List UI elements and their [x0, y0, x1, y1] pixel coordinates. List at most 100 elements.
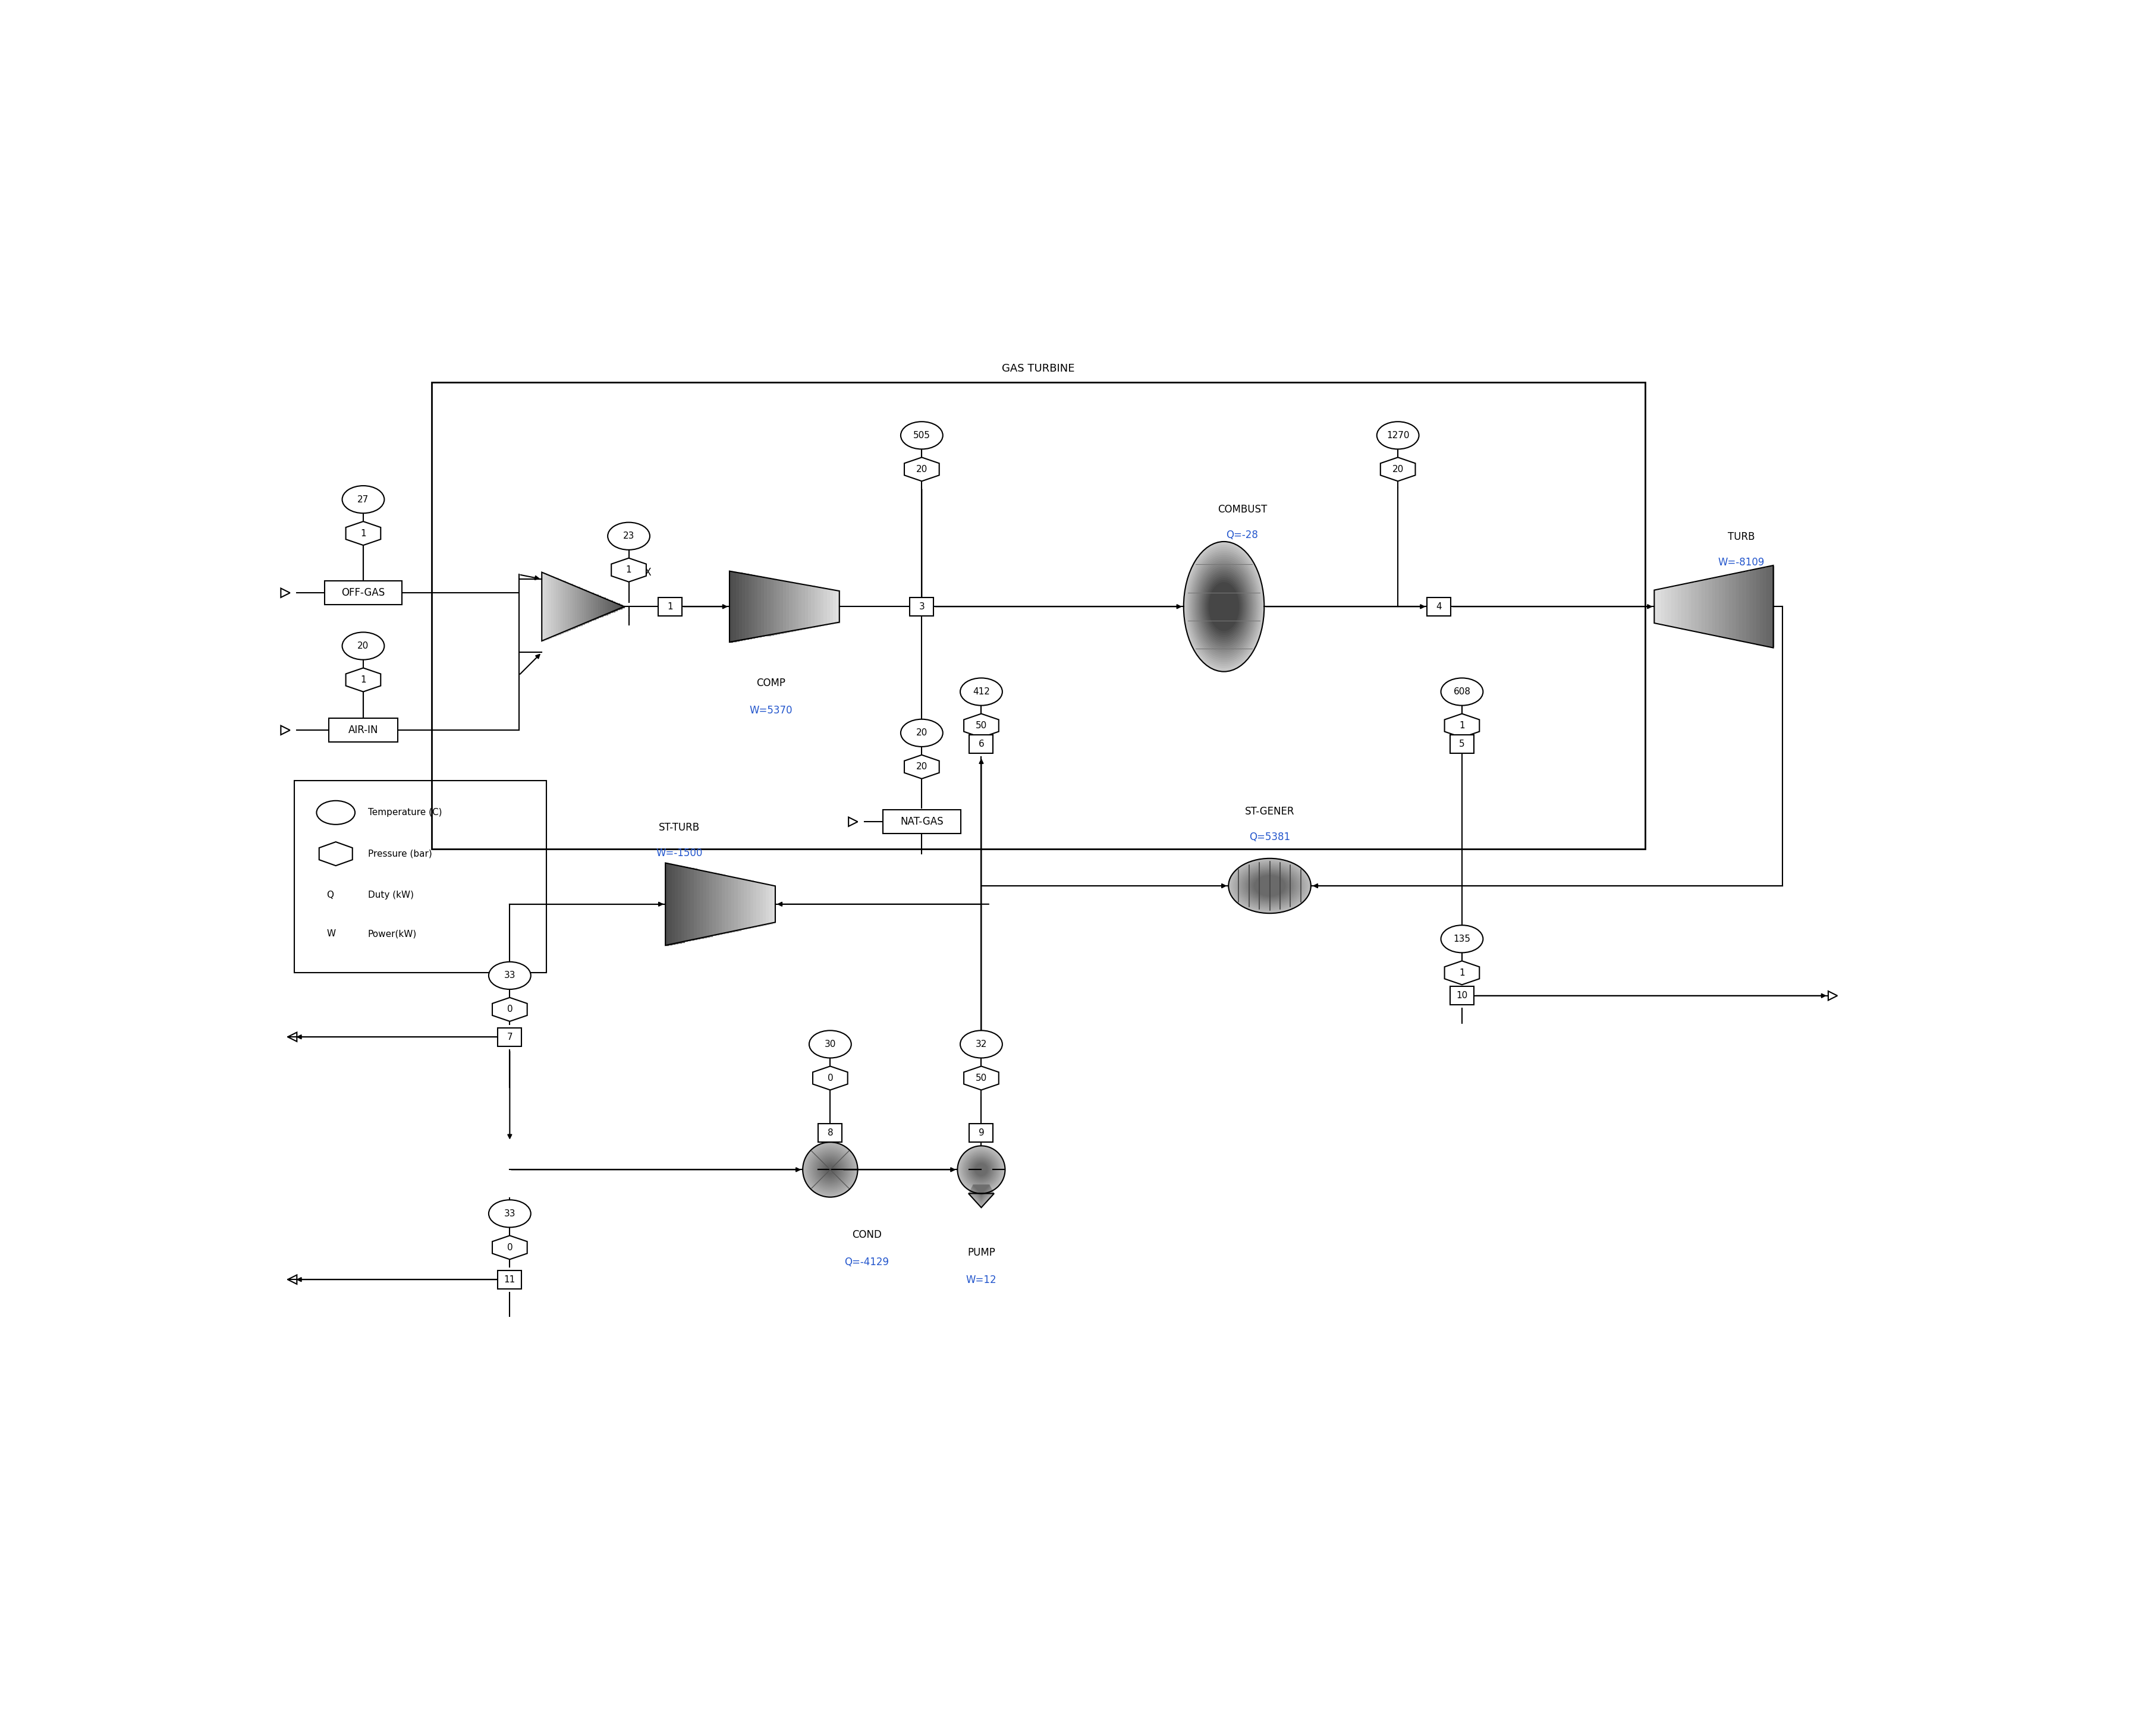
Bar [746, 575, 748, 639]
Polygon shape [973, 1186, 990, 1194]
Polygon shape [611, 557, 646, 582]
Circle shape [823, 1163, 838, 1177]
Text: Power(kW): Power(kW) [368, 929, 417, 939]
Bar [607, 599, 609, 613]
Bar [686, 868, 691, 941]
Circle shape [971, 1160, 992, 1180]
Text: 4: 4 [1437, 602, 1441, 611]
Bar [611, 602, 616, 611]
Polygon shape [1445, 713, 1479, 738]
Bar [575, 587, 577, 627]
Ellipse shape [1187, 545, 1261, 668]
Bar [1730, 575, 1732, 639]
Bar [731, 877, 735, 932]
Bar [599, 595, 601, 618]
Ellipse shape [1253, 873, 1287, 898]
Ellipse shape [1184, 542, 1264, 672]
Bar [682, 866, 684, 943]
Circle shape [815, 1153, 847, 1186]
FancyBboxPatch shape [1428, 597, 1452, 616]
Circle shape [810, 1149, 851, 1191]
Text: Q=-4129: Q=-4129 [845, 1257, 889, 1267]
Ellipse shape [1441, 925, 1484, 953]
Bar [564, 582, 569, 632]
Bar [765, 884, 770, 924]
Bar [735, 877, 738, 930]
Bar [545, 573, 547, 641]
Circle shape [975, 1163, 988, 1175]
Ellipse shape [1377, 422, 1420, 450]
Text: 505: 505 [913, 431, 930, 439]
Text: W=-1500: W=-1500 [656, 847, 703, 858]
Circle shape [821, 1160, 840, 1179]
Circle shape [810, 1151, 849, 1189]
Circle shape [806, 1146, 853, 1193]
Text: W: W [327, 929, 336, 939]
Text: 20: 20 [1392, 465, 1405, 474]
FancyBboxPatch shape [1450, 986, 1473, 1005]
Text: 0: 0 [507, 1243, 513, 1252]
Bar [802, 585, 804, 628]
Ellipse shape [1193, 557, 1255, 656]
Bar [1713, 578, 1715, 635]
Bar [789, 582, 793, 632]
Circle shape [804, 1144, 857, 1196]
Ellipse shape [1189, 552, 1257, 661]
Polygon shape [964, 1066, 998, 1090]
Text: 20: 20 [915, 762, 928, 771]
Circle shape [960, 1147, 1003, 1191]
FancyBboxPatch shape [969, 734, 994, 753]
Bar [1766, 566, 1770, 646]
Ellipse shape [1234, 863, 1304, 910]
Bar [620, 604, 622, 609]
Bar [723, 875, 725, 934]
Bar [605, 599, 607, 615]
Bar [669, 863, 671, 944]
Circle shape [821, 1161, 838, 1179]
Polygon shape [971, 1189, 992, 1201]
Bar [1753, 569, 1755, 644]
Circle shape [966, 1154, 996, 1186]
Ellipse shape [900, 422, 943, 450]
Text: 412: 412 [973, 687, 990, 696]
Polygon shape [973, 1187, 990, 1196]
Circle shape [825, 1165, 834, 1174]
Circle shape [808, 1147, 853, 1191]
Bar [774, 580, 776, 634]
Ellipse shape [607, 523, 650, 550]
Bar [710, 871, 712, 936]
Text: Q=-28: Q=-28 [1227, 529, 1259, 540]
Bar [584, 590, 586, 623]
Bar [815, 587, 817, 627]
Ellipse shape [1208, 583, 1238, 630]
Circle shape [817, 1156, 845, 1184]
FancyBboxPatch shape [498, 1271, 522, 1288]
Text: 3: 3 [919, 602, 924, 611]
Text: 20: 20 [915, 465, 928, 474]
Bar [768, 578, 770, 635]
Ellipse shape [1231, 859, 1308, 911]
Ellipse shape [1193, 556, 1255, 658]
Bar [770, 885, 772, 924]
Bar [601, 597, 603, 616]
Text: 1: 1 [361, 529, 366, 538]
Ellipse shape [1184, 543, 1264, 670]
Polygon shape [492, 1236, 528, 1259]
Ellipse shape [1251, 873, 1289, 899]
Circle shape [975, 1163, 988, 1177]
Text: 1: 1 [626, 566, 631, 575]
Bar [810, 585, 815, 627]
Polygon shape [346, 521, 381, 545]
Circle shape [819, 1158, 842, 1182]
Bar [1749, 571, 1753, 642]
Text: COMBUST: COMBUST [1217, 505, 1268, 516]
Ellipse shape [1255, 875, 1285, 896]
Text: NAT-GAS: NAT-GAS [900, 816, 943, 826]
Bar [1760, 568, 1764, 646]
Bar [1715, 578, 1719, 635]
Polygon shape [973, 1186, 990, 1196]
Bar [808, 585, 810, 628]
Bar [616, 602, 618, 611]
Bar [560, 580, 562, 634]
Bar [1723, 576, 1725, 637]
